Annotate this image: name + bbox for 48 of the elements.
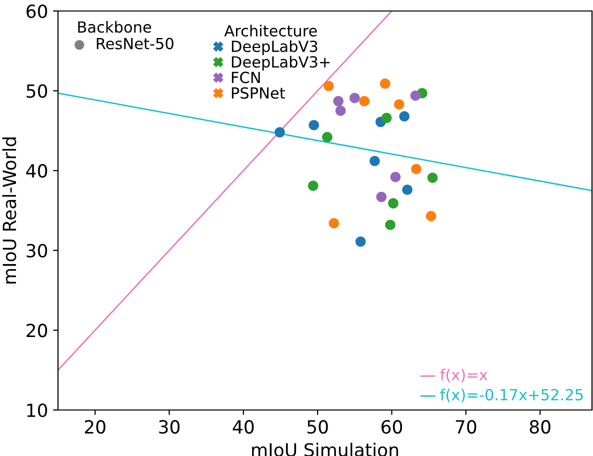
y-tick-label: 30 [26,244,48,258]
point [385,220,396,230]
annotation: f(x)=-0.17x+52.25 [440,388,583,402]
y-tick-label: 40 [26,164,48,178]
point [370,156,380,166]
y-tick-label: 50 [26,84,48,98]
y-tick-label: 20 [26,324,48,338]
point [274,127,285,138]
legend-title: Architecture [224,24,317,37]
point [399,111,410,122]
x-tick-label: 60 [382,420,402,434]
x-tick-label: 70 [456,420,476,434]
point [410,90,421,101]
point [322,132,332,142]
point [333,96,344,106]
point [388,198,398,208]
x-tick-label: 50 [307,420,328,434]
point [411,164,422,174]
point [390,172,401,182]
point [359,96,370,106]
point [335,106,346,116]
point [427,172,438,183]
x-tick-label: 30 [159,420,180,434]
y-tick-label: 60 [26,4,48,18]
x-tick-label: 80 [530,420,550,434]
annotation: f(x)=x [440,368,488,382]
legend-label: DeepLabV3 [232,40,318,56]
point [324,80,334,92]
point [355,236,366,247]
x-tick-label: 20 [84,420,106,434]
point [394,99,404,110]
y-axis-title: mIoU Real-World [2,137,16,284]
annotation: ResNet-50 [96,38,174,50]
legend-label: DeepLabV3+ [232,56,330,71]
point [426,210,436,222]
point [308,180,318,191]
x-tick-label: 40 [232,420,254,434]
point [308,120,320,130]
point [328,218,340,228]
point [376,192,387,202]
legend-label: FCN [232,72,260,84]
legend-label: PSPNet [232,87,286,99]
point [380,78,390,89]
point [381,112,392,124]
point [402,184,412,195]
annotation: Backbone [78,20,152,33]
point [350,92,360,104]
y-tick-label: 10 [27,403,48,418]
